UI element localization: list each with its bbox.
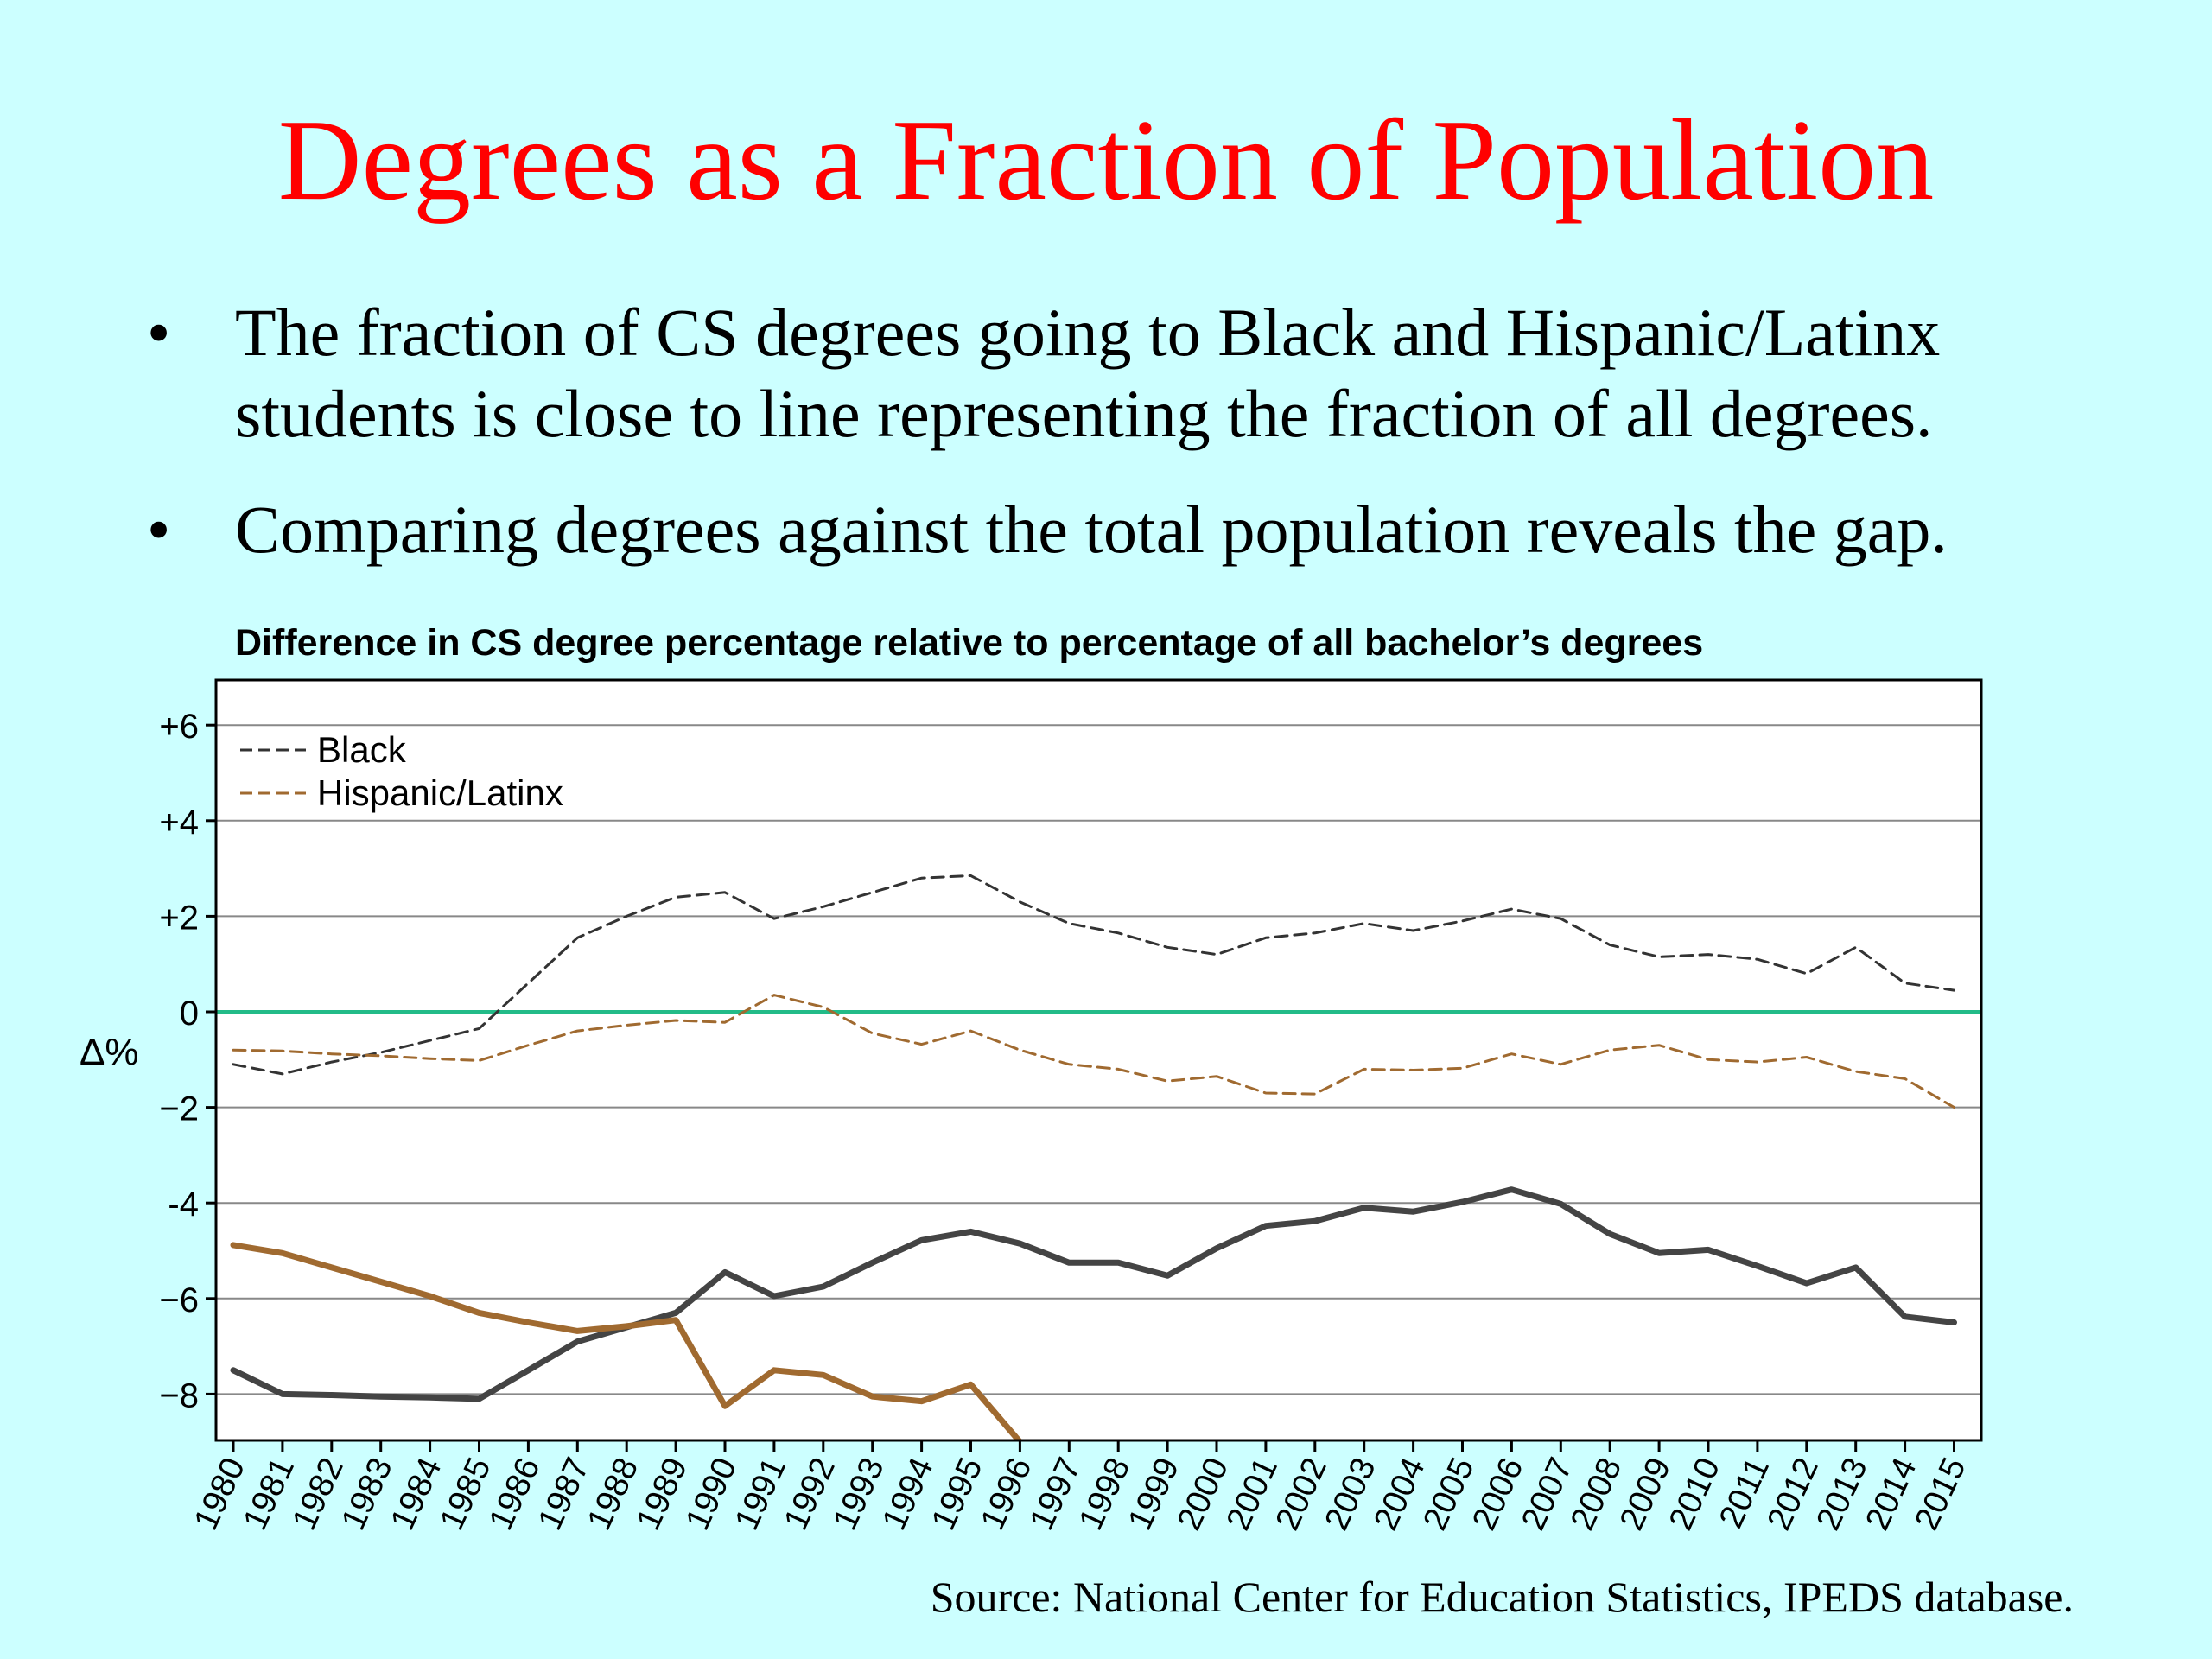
legend-label: Black — [317, 729, 407, 770]
bullet-item: • The fraction of CS degrees going to Bl… — [147, 292, 2160, 454]
bullet-symbol: • — [147, 492, 171, 567]
plot-frame — [214, 678, 1983, 1442]
plot-area — [216, 680, 1981, 1440]
y-tick-label: −2 — [159, 1090, 199, 1128]
series-line-1 — [232, 994, 1955, 1109]
y-tick-label: 0 — [180, 995, 199, 1033]
y-tick-label: +4 — [159, 804, 199, 842]
x-axis-ticks: 1980198119821983198419851986198719881989… — [188, 1440, 1974, 1535]
bullet-list: • The fraction of CS degrees going to Bl… — [147, 292, 2160, 605]
y-tick-label: +6 — [159, 708, 199, 746]
legend-label: Hispanic/Latinx — [317, 772, 563, 813]
y-tick-label: −8 — [159, 1376, 199, 1414]
bullet-text: Comparing degrees against the total popu… — [235, 492, 1948, 567]
bullet-symbol: • — [147, 295, 171, 370]
y-tick-label: -4 — [168, 1185, 199, 1224]
y-axis-ticks: +6 +4 +2 0 −2 -4 −6 −8 — [159, 708, 216, 1414]
grid-lines — [216, 724, 1981, 1395]
x-tick-label: 2015 — [1908, 1452, 1974, 1536]
series-line-3 — [230, 1242, 1027, 1440]
y-tick-label: +2 — [159, 899, 199, 937]
source-note: Source: National Center for Education St… — [930, 1573, 2074, 1621]
series-line-2 — [230, 1186, 1957, 1402]
series-lines — [230, 874, 1957, 1440]
bullet-text: The fraction of CS degrees going to Blac… — [235, 295, 1941, 451]
y-axis-label: Δ% — [79, 1031, 139, 1073]
bullet-item: • Comparing degrees against the total po… — [147, 489, 2160, 570]
y-tick-label: −6 — [159, 1281, 199, 1319]
chart-title: Difference in CS degree percentage relat… — [235, 622, 1703, 664]
slide-title: Degrees as a Fraction of Population — [277, 96, 1935, 224]
x-tick-label: 2010 — [1662, 1452, 1728, 1536]
series-line-0 — [232, 874, 1955, 1076]
